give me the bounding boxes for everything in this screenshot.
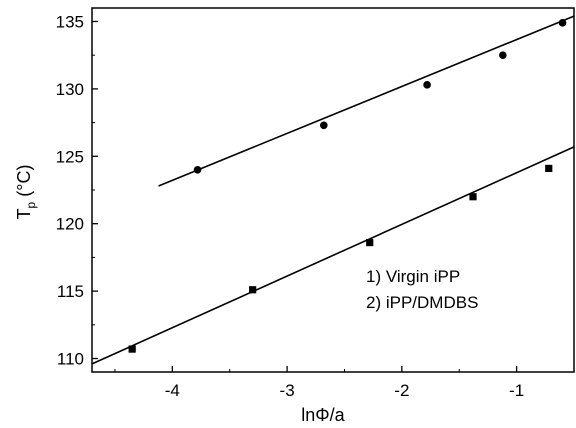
y-axis-ticks: 110 115 120 125 130 135 <box>56 12 98 369</box>
x-tick-label: -2 <box>394 381 409 400</box>
fit-lines <box>91 15 575 365</box>
fit-line-series-1 <box>158 15 575 187</box>
y-axis-label-subscript: p <box>24 201 38 208</box>
data-point-series-2 <box>249 286 257 294</box>
data-point-series-1 <box>499 51 507 59</box>
x-axis-ticks: -4 -3 -2 -1 <box>114 366 524 400</box>
legend-entry-virgin-ipp: 1) Virgin iPP <box>366 267 460 286</box>
y-tick-label: 135 <box>56 12 84 31</box>
y-axis-label-unit: (°C) <box>14 165 34 202</box>
data-point-series-2 <box>545 164 553 173</box>
data-point-series-2 <box>128 345 136 353</box>
legend-entry-ipp-dmdbs: 2) iPP/DMDBS <box>366 293 478 312</box>
y-tick-label: 110 <box>57 350 84 369</box>
data-point-series-1 <box>193 165 202 174</box>
data-point-series-1 <box>558 19 567 27</box>
data-point-series-2 <box>366 238 374 247</box>
data-markers <box>128 19 567 353</box>
y-tick-label: 125 <box>56 147 84 166</box>
x-tick-label: -1 <box>509 381 524 400</box>
plot-frame <box>91 7 575 373</box>
y-tick-label: 115 <box>57 282 84 301</box>
y-tick-label: 130 <box>56 80 84 99</box>
y-axis-label: Tp (°C) <box>14 165 38 220</box>
data-point-series-1 <box>320 121 328 130</box>
data-point-series-1 <box>423 81 431 89</box>
y-axis-label-main: T <box>14 208 34 219</box>
x-axis-label: lnΦ/a <box>301 405 345 425</box>
y-tick-label: 120 <box>56 215 84 234</box>
x-tick-label: -3 <box>280 381 295 400</box>
plot-area-border <box>91 7 575 373</box>
x-tick-label: -4 <box>165 381 180 400</box>
fit-line-series-2 <box>91 146 575 365</box>
data-point-series-2 <box>469 193 477 201</box>
